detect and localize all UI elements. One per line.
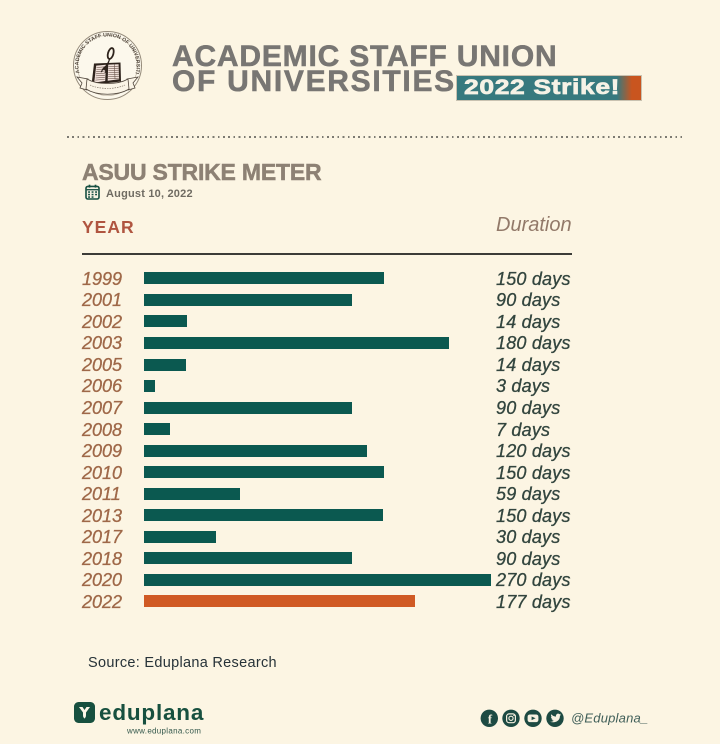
- svg-text:www.eduplana.com: www.eduplana.com: [126, 727, 201, 736]
- svg-text:eduplana: eduplana: [99, 701, 204, 725]
- svg-text:@Eduplana_: @Eduplana_: [571, 711, 648, 726]
